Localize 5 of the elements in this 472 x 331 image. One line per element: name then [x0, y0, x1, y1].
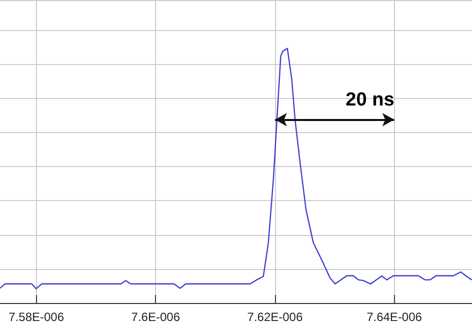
x-tick-label: 7.6E-006 [131, 310, 180, 324]
x-tick-label: 7.62E-006 [247, 310, 303, 324]
x-tick-label: 7.64E-006 [366, 310, 422, 324]
annotation: 20 ns [346, 90, 394, 111]
x-tick-label: 7.58E-006 [8, 310, 64, 324]
